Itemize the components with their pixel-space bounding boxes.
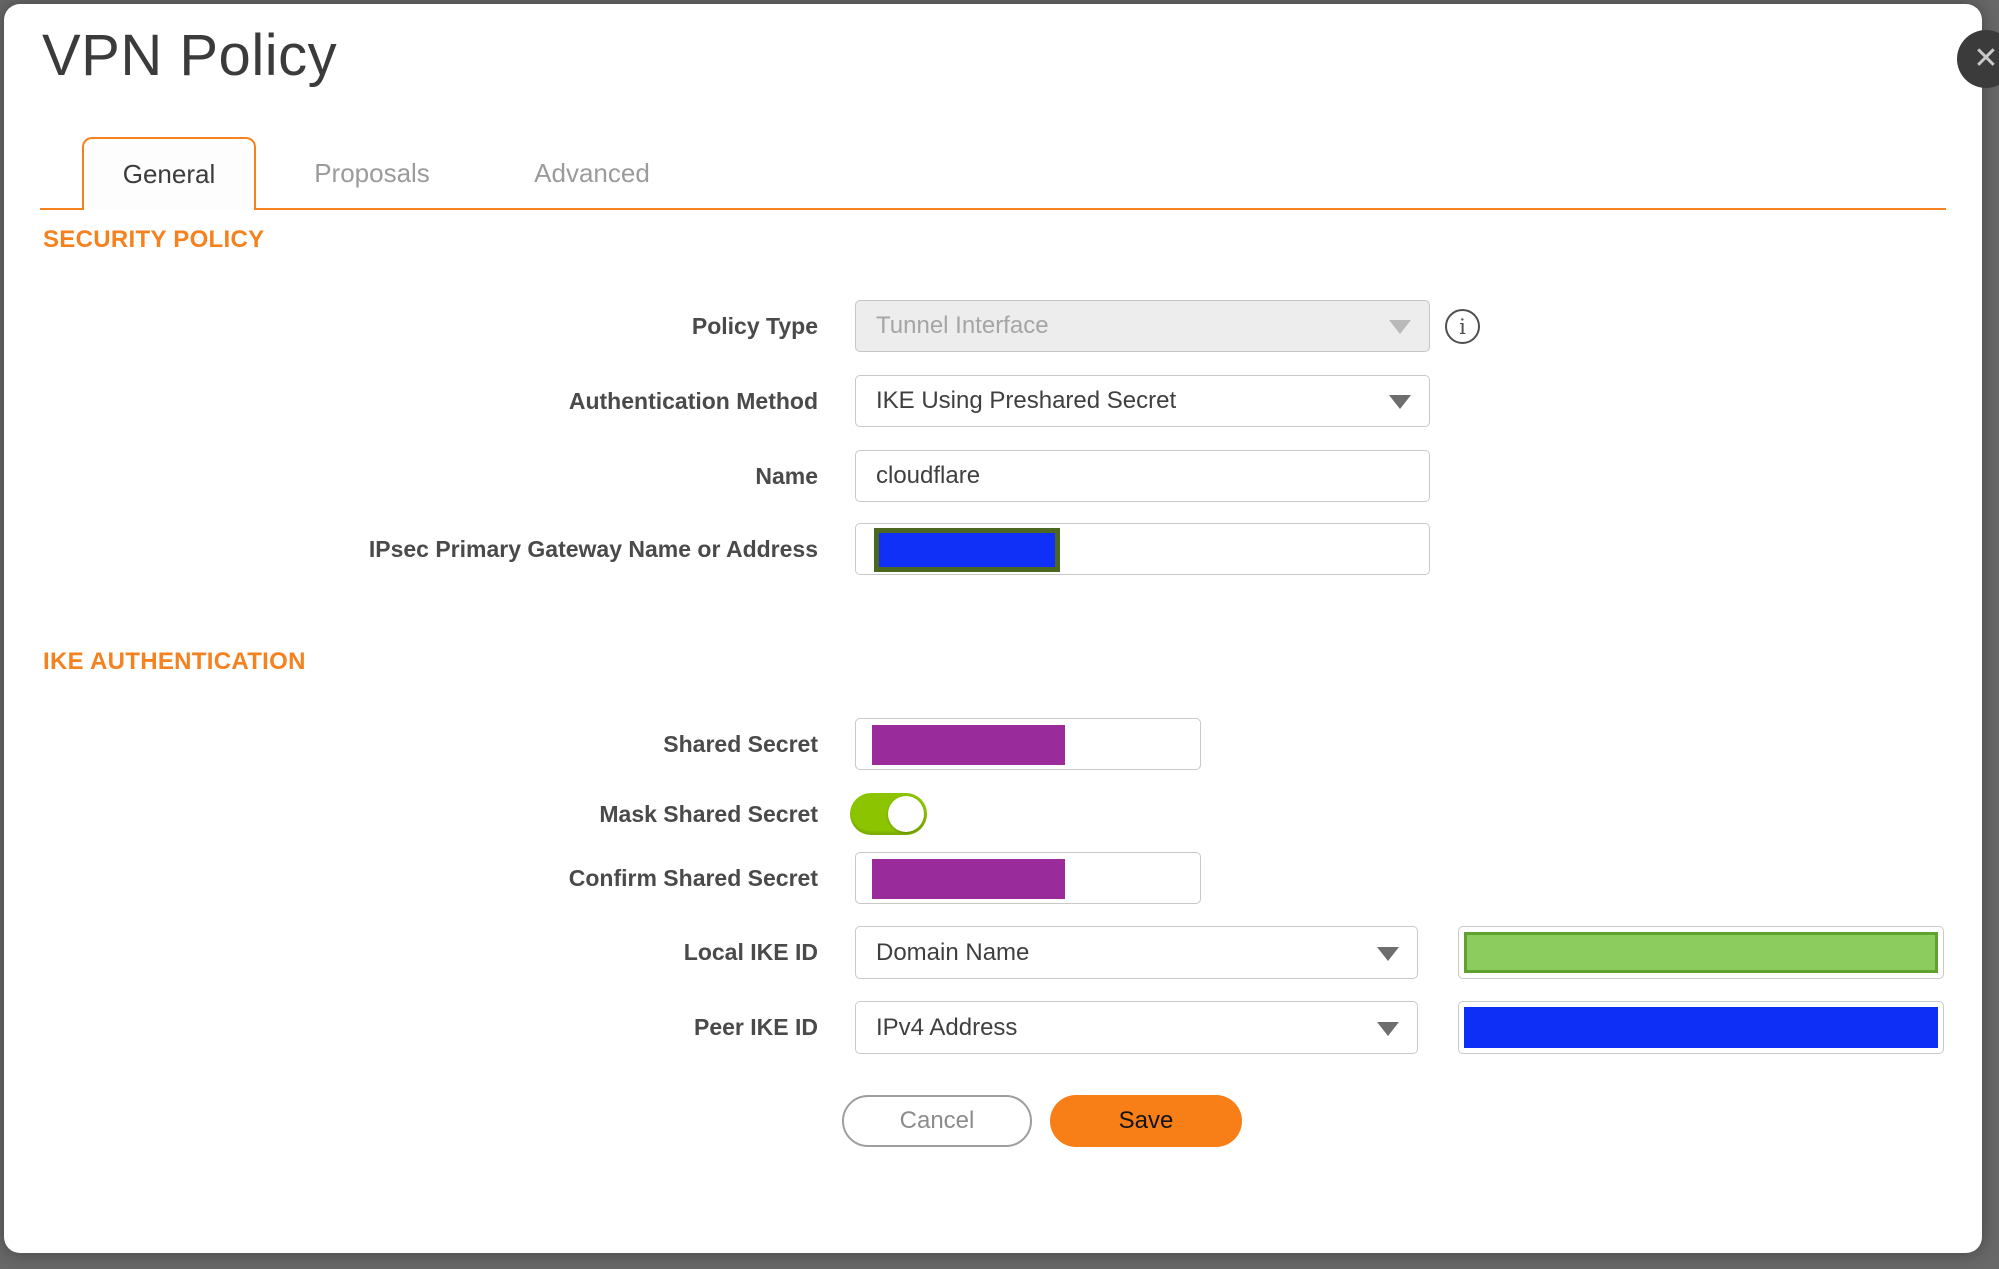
peer-ike-id-value-input[interactable] (1458, 1001, 1944, 1054)
local-ike-id-label: Local IKE ID (683, 939, 818, 965)
confirm-shared-secret-input[interactable] (855, 852, 1201, 904)
tab-proposals-label: Proposals (314, 158, 430, 188)
peer-ike-id-label: Peer IKE ID (694, 1014, 818, 1040)
info-glyph: i (1459, 314, 1466, 339)
vpn-policy-dialog: VPN Policy General Proposals Advanced SE… (4, 4, 1982, 1253)
security-policy-heading: SECURITY POLICY (43, 226, 265, 253)
close-button[interactable]: ✕ (1957, 30, 1999, 88)
gateway-input[interactable] (855, 523, 1430, 575)
chevron-down-icon (1377, 1021, 1399, 1036)
close-icon: ✕ (1973, 42, 1999, 75)
confirm-shared-secret-redaction-block (872, 859, 1065, 899)
peer-ike-id-redaction-block (1464, 1007, 1938, 1048)
name-value: cloudflare (876, 462, 981, 489)
peer-ike-id-type-value: IPv4 Address (876, 1013, 1018, 1041)
policy-type-label: Policy Type (691, 313, 818, 339)
authentication-method-value: IKE Using Preshared Secret (876, 387, 1177, 414)
gateway-redaction-block (874, 528, 1060, 572)
local-ike-id-type-select[interactable]: Domain Name (855, 926, 1418, 979)
info-icon[interactable]: i (1445, 309, 1480, 344)
gateway-label: IPsec Primary Gateway Name or Address (368, 536, 818, 562)
peer-ike-id-type-select[interactable]: IPv4 Address (855, 1001, 1418, 1054)
local-ike-id-type-value: Domain Name (876, 938, 1030, 966)
name-input[interactable]: cloudflare (855, 450, 1430, 502)
local-ike-id-value-input[interactable] (1458, 926, 1944, 979)
name-label: Name (755, 463, 818, 489)
mask-shared-secret-label: Mask Shared Secret (599, 801, 818, 827)
authentication-method-label: Authentication Method (568, 388, 818, 414)
tab-advanced-label: Advanced (534, 158, 650, 188)
save-button[interactable]: Save (1050, 1095, 1242, 1147)
ike-authentication-heading: IKE AUTHENTICATION (43, 648, 306, 675)
mask-shared-secret-toggle[interactable] (850, 793, 927, 835)
tab-bar: General Proposals Advanced (4, 137, 1982, 210)
tab-general-label: General (122, 159, 216, 189)
tab-proposals[interactable]: Proposals (288, 137, 456, 210)
shared-secret-input[interactable] (855, 718, 1201, 770)
cancel-button[interactable]: Cancel (842, 1095, 1032, 1147)
toggle-knob (888, 796, 924, 832)
policy-type-value: Tunnel Interface (876, 312, 1049, 339)
page-title: VPN Policy (42, 23, 338, 88)
chevron-down-icon (1389, 395, 1411, 409)
local-ike-id-redaction-block (1464, 932, 1938, 973)
tab-underline (40, 208, 1946, 210)
policy-type-select: Tunnel Interface (855, 300, 1430, 352)
tab-advanced[interactable]: Advanced (508, 137, 676, 210)
authentication-method-select[interactable]: IKE Using Preshared Secret (855, 375, 1430, 427)
chevron-down-icon (1389, 320, 1411, 334)
chevron-down-icon (1377, 946, 1399, 961)
tab-general[interactable]: General (82, 137, 256, 210)
shared-secret-redaction-block (872, 725, 1065, 765)
confirm-shared-secret-label: Confirm Shared Secret (568, 865, 818, 891)
shared-secret-label: Shared Secret (663, 731, 818, 757)
